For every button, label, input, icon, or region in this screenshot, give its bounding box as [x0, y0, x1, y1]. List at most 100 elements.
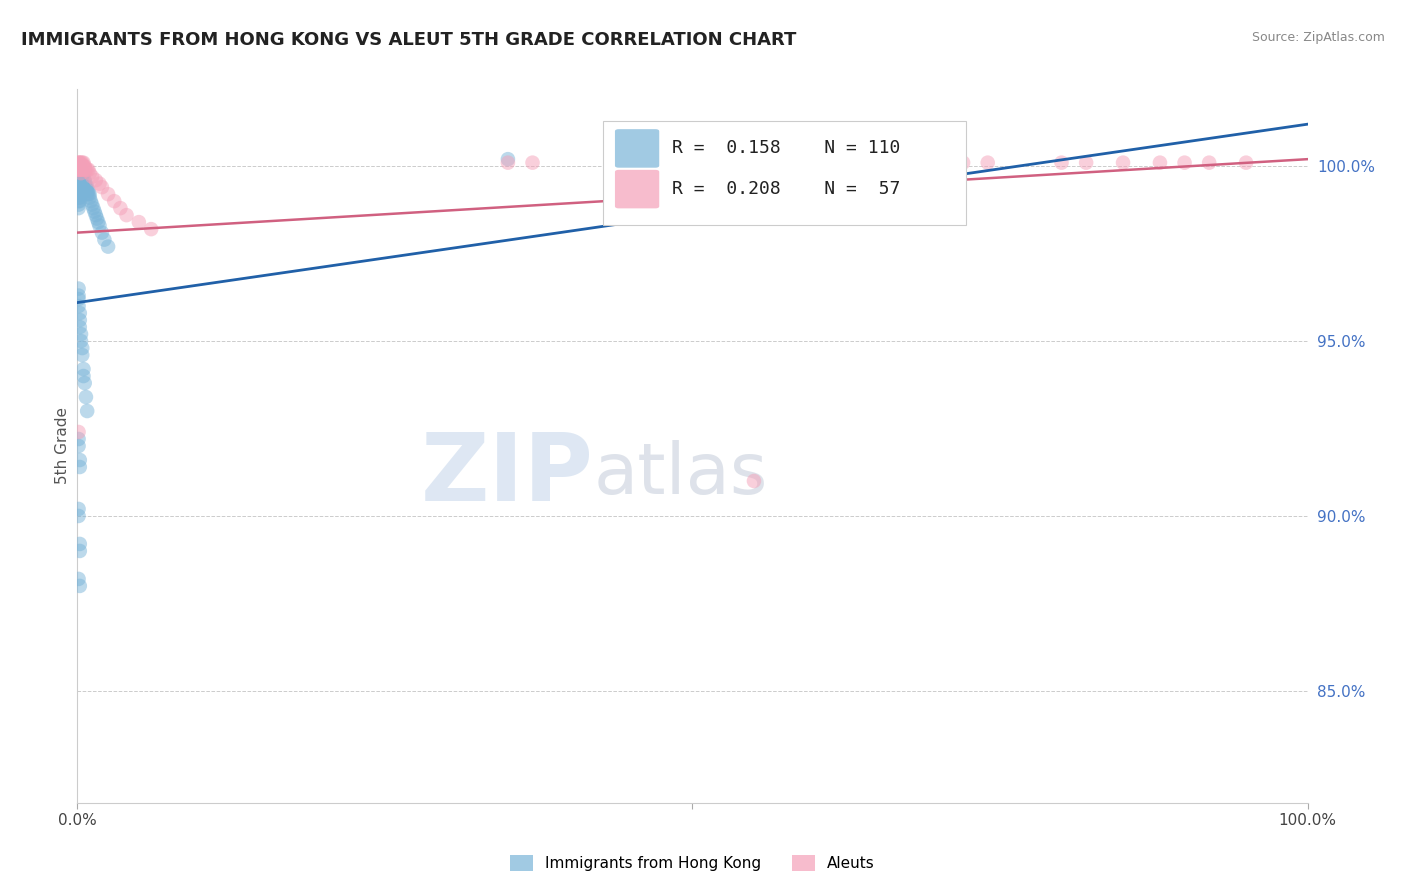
Point	[67, 184, 90, 198]
Point	[110, 201, 132, 215]
Point	[70, 169, 93, 184]
Point	[67, 180, 90, 194]
Point	[67, 169, 90, 184]
Point	[69, 460, 91, 475]
Point	[72, 177, 94, 191]
Point	[72, 169, 94, 184]
Point	[977, 155, 1000, 169]
Point	[75, 162, 97, 177]
Point	[70, 180, 93, 194]
Point	[75, 177, 97, 191]
Point	[657, 155, 679, 169]
Point	[67, 197, 90, 211]
Point	[70, 166, 93, 180]
Point	[742, 474, 765, 488]
Point	[97, 187, 120, 202]
Point	[73, 180, 96, 194]
Point	[69, 180, 91, 194]
Point	[67, 508, 90, 523]
Point	[69, 162, 91, 177]
Point	[97, 239, 120, 253]
Point	[69, 544, 91, 558]
Point	[67, 155, 90, 169]
Point	[69, 155, 91, 169]
Point	[76, 180, 98, 194]
Text: R =  0.158    N = 110: R = 0.158 N = 110	[672, 139, 900, 157]
Point	[67, 162, 90, 177]
Point	[67, 159, 90, 173]
Point	[67, 159, 90, 173]
Point	[70, 162, 93, 177]
Point	[69, 177, 91, 191]
Point	[76, 404, 98, 418]
Point	[73, 376, 96, 390]
Point	[70, 162, 93, 177]
Point	[67, 439, 90, 453]
Point	[89, 177, 111, 191]
Point	[1149, 155, 1171, 169]
Point	[69, 453, 91, 467]
Point	[89, 219, 111, 233]
Point	[67, 201, 90, 215]
Point	[496, 155, 519, 169]
Point	[69, 579, 91, 593]
Point	[73, 162, 96, 177]
Point	[67, 191, 90, 205]
Point	[67, 169, 90, 184]
Point	[69, 537, 91, 551]
Point	[73, 173, 96, 187]
FancyBboxPatch shape	[614, 129, 659, 168]
Point	[69, 162, 91, 177]
Point	[75, 390, 97, 404]
Point	[75, 184, 97, 198]
Point	[77, 162, 100, 177]
Point	[928, 155, 950, 169]
Point	[70, 187, 93, 202]
Point	[70, 166, 93, 180]
Point	[69, 320, 91, 334]
Point	[952, 155, 974, 169]
Point	[73, 177, 96, 191]
Point	[1050, 155, 1073, 169]
Point	[67, 173, 90, 187]
Point	[522, 155, 544, 169]
Point	[67, 432, 90, 446]
Point	[84, 173, 107, 187]
Point	[67, 177, 90, 191]
Point	[103, 194, 125, 208]
Point	[77, 184, 100, 198]
Point	[70, 177, 93, 191]
Point	[72, 162, 94, 177]
Point	[70, 169, 93, 184]
Point	[70, 166, 93, 180]
Point	[69, 162, 91, 177]
Point	[69, 159, 91, 173]
Point	[780, 155, 803, 169]
Point	[72, 362, 94, 376]
Point	[70, 159, 93, 173]
Point	[82, 201, 104, 215]
Point	[67, 166, 90, 180]
Point	[76, 184, 98, 198]
Point	[1234, 155, 1257, 169]
Text: atlas: atlas	[595, 440, 769, 509]
Point	[67, 177, 90, 191]
Point	[115, 208, 138, 222]
Point	[72, 180, 94, 194]
Point	[70, 173, 93, 187]
Point	[70, 169, 93, 184]
Point	[830, 155, 852, 169]
Point	[67, 162, 90, 177]
Text: Source: ZipAtlas.com: Source: ZipAtlas.com	[1251, 31, 1385, 45]
Point	[67, 159, 90, 173]
Point	[742, 155, 765, 169]
Point	[82, 169, 104, 184]
Point	[79, 191, 101, 205]
Point	[70, 327, 93, 342]
Y-axis label: 5th Grade: 5th Grade	[55, 408, 70, 484]
Point	[72, 155, 94, 169]
Point	[87, 215, 110, 229]
Point	[75, 180, 97, 194]
Point	[67, 187, 90, 202]
Point	[67, 194, 90, 208]
